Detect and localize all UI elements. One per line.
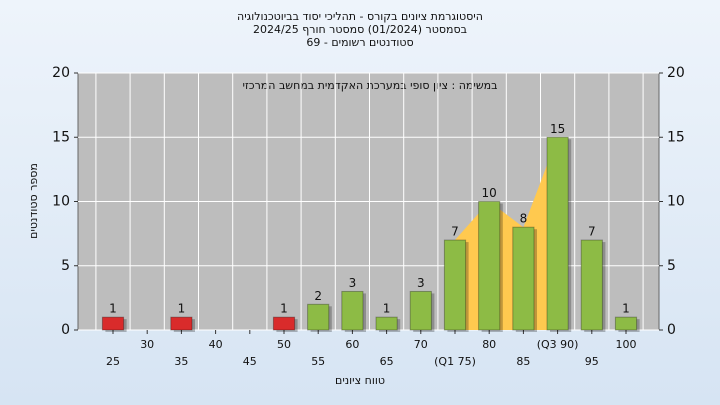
x-axis-label: טווח ציונים: [335, 374, 385, 387]
x-tick-label: 40: [209, 338, 223, 351]
bar: [546, 136, 569, 331]
value-label: 1: [178, 302, 186, 316]
chart-subtitle: סטודנטים רשומים - 69: [306, 36, 413, 49]
value-label: 7: [588, 225, 596, 239]
bar: [409, 290, 432, 331]
x-tick-label: 85: [516, 355, 530, 368]
value-label: 1: [109, 302, 117, 316]
x-tick-label: 45: [243, 355, 257, 368]
chart-subtitle: בסמסטר (01/2024) סמסטר חורף 2024/25: [253, 23, 467, 36]
x-tick-label: 30: [140, 338, 154, 351]
y2-tick-label: 10: [667, 194, 685, 210]
bar: [375, 316, 398, 331]
bar: [272, 316, 296, 331]
y-tick-label: 10: [52, 194, 70, 210]
y2-tick-label: 0: [667, 322, 676, 338]
value-label: 1: [622, 302, 630, 316]
x-tick-label: 70: [414, 338, 428, 351]
value-label: 1: [280, 302, 288, 316]
x-tick-label: 50: [277, 338, 291, 351]
y-tick-label: 20: [52, 65, 70, 81]
bar: [580, 239, 603, 331]
bar: [443, 239, 467, 331]
x-tick-label: (Q1 75): [434, 355, 476, 368]
value-label: 3: [349, 276, 357, 290]
x-tick-label: 60: [345, 338, 359, 351]
x-tick-label: 100: [616, 338, 637, 351]
value-label: 3: [417, 276, 425, 290]
bar: [614, 316, 638, 331]
value-label: 10: [482, 186, 497, 200]
chart-title: היסטוגרמת ציונים בקורס - תהליכי יסוד בבי…: [237, 10, 483, 23]
y2-tick-label: 20: [667, 65, 685, 81]
x-tick-label: 55: [311, 355, 325, 368]
bar: [512, 226, 535, 331]
value-label: 7: [451, 225, 459, 239]
y-tick-label: 15: [52, 129, 70, 145]
y2-tick-label: 5: [667, 258, 676, 274]
x-tick-label: 65: [380, 355, 394, 368]
x-tick-label: 35: [174, 355, 188, 368]
y-tick-label: 0: [61, 322, 70, 338]
value-label: 8: [520, 212, 528, 226]
bar: [478, 201, 501, 331]
value-label: 2: [314, 289, 322, 303]
value-label: 15: [550, 122, 565, 136]
bar: [101, 316, 125, 331]
x-tick-label: 80: [482, 338, 496, 351]
y-tick-label: 5: [61, 258, 70, 274]
x-tick-label: (Q3 90): [537, 338, 579, 351]
y-axis-label: מספר סטודנטים: [27, 163, 40, 239]
bar: [307, 303, 330, 331]
value-label: 1: [383, 302, 391, 316]
bar: [341, 290, 364, 331]
x-tick-label: 25: [106, 355, 120, 368]
bar: [170, 316, 193, 331]
x-tick-label: 95: [585, 355, 599, 368]
y2-tick-label: 15: [667, 129, 685, 145]
